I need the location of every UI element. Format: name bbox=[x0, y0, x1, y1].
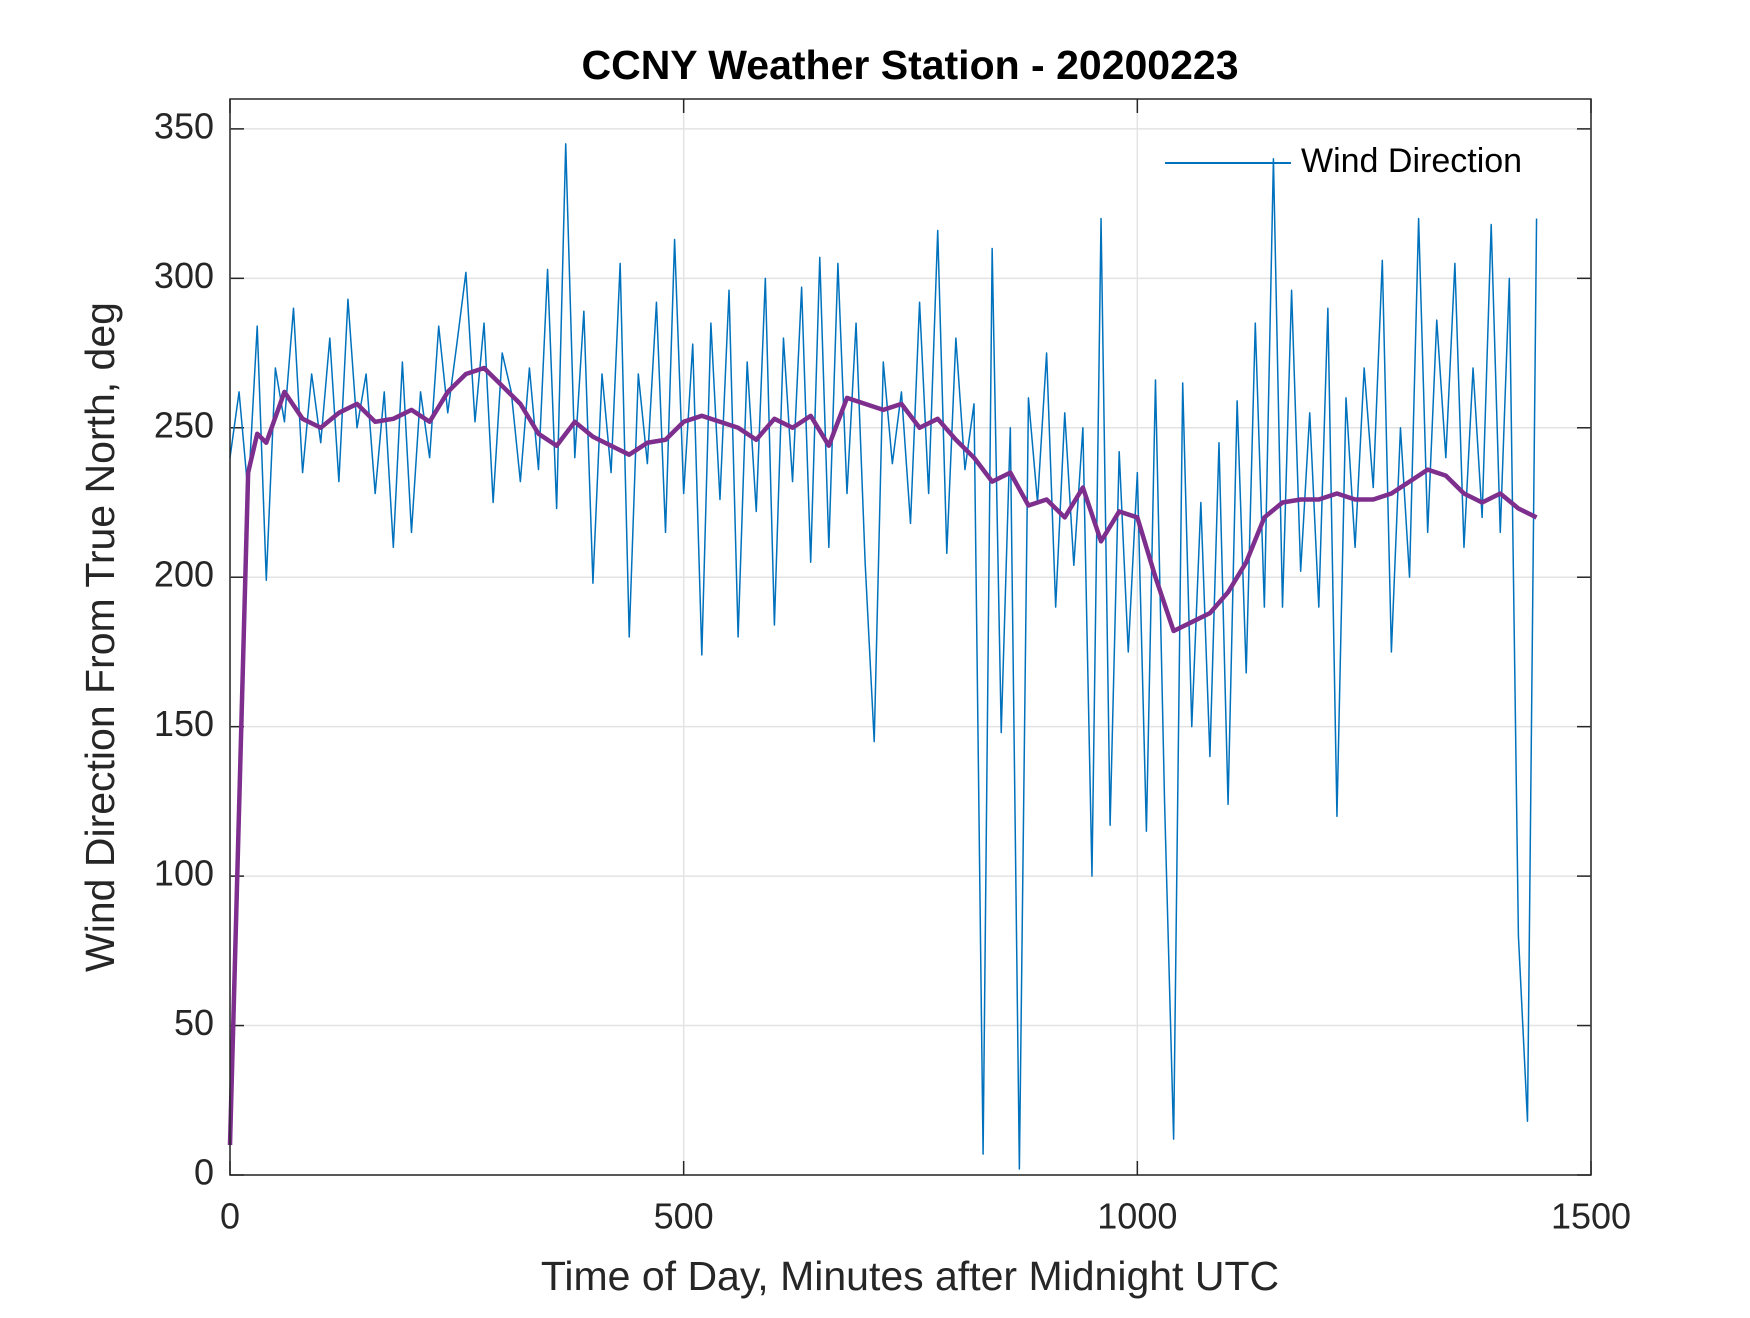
x-axis-label: Time of Day, Minutes after Midnight UTC bbox=[541, 1253, 1279, 1299]
y-tick-label: 350 bbox=[154, 105, 214, 146]
x-tick-label: 1000 bbox=[1097, 1196, 1177, 1237]
y-axis-label: Wind Direction From True North, deg bbox=[77, 302, 123, 972]
data-line bbox=[229, 143, 1538, 1170]
x-tick-label: 1500 bbox=[1551, 1196, 1631, 1237]
x-tick-label: 500 bbox=[654, 1196, 714, 1237]
y-tick-label: 0 bbox=[194, 1152, 214, 1193]
y-tick-label: 200 bbox=[154, 554, 214, 595]
axes-box bbox=[229, 98, 1592, 1176]
legend-label: Wind Direction bbox=[1301, 142, 1522, 180]
chart-title: CCNY Weather Station - 20200223 bbox=[581, 42, 1238, 88]
y-tick-label: 250 bbox=[154, 404, 214, 445]
y-tick-label: 150 bbox=[154, 703, 214, 744]
y-tick-label: 50 bbox=[174, 1002, 214, 1043]
y-tick-label: 300 bbox=[154, 255, 214, 296]
x-tick-label: 0 bbox=[220, 1196, 240, 1237]
y-tick-label: 100 bbox=[154, 853, 214, 894]
data-line bbox=[227, 365, 1538, 1146]
